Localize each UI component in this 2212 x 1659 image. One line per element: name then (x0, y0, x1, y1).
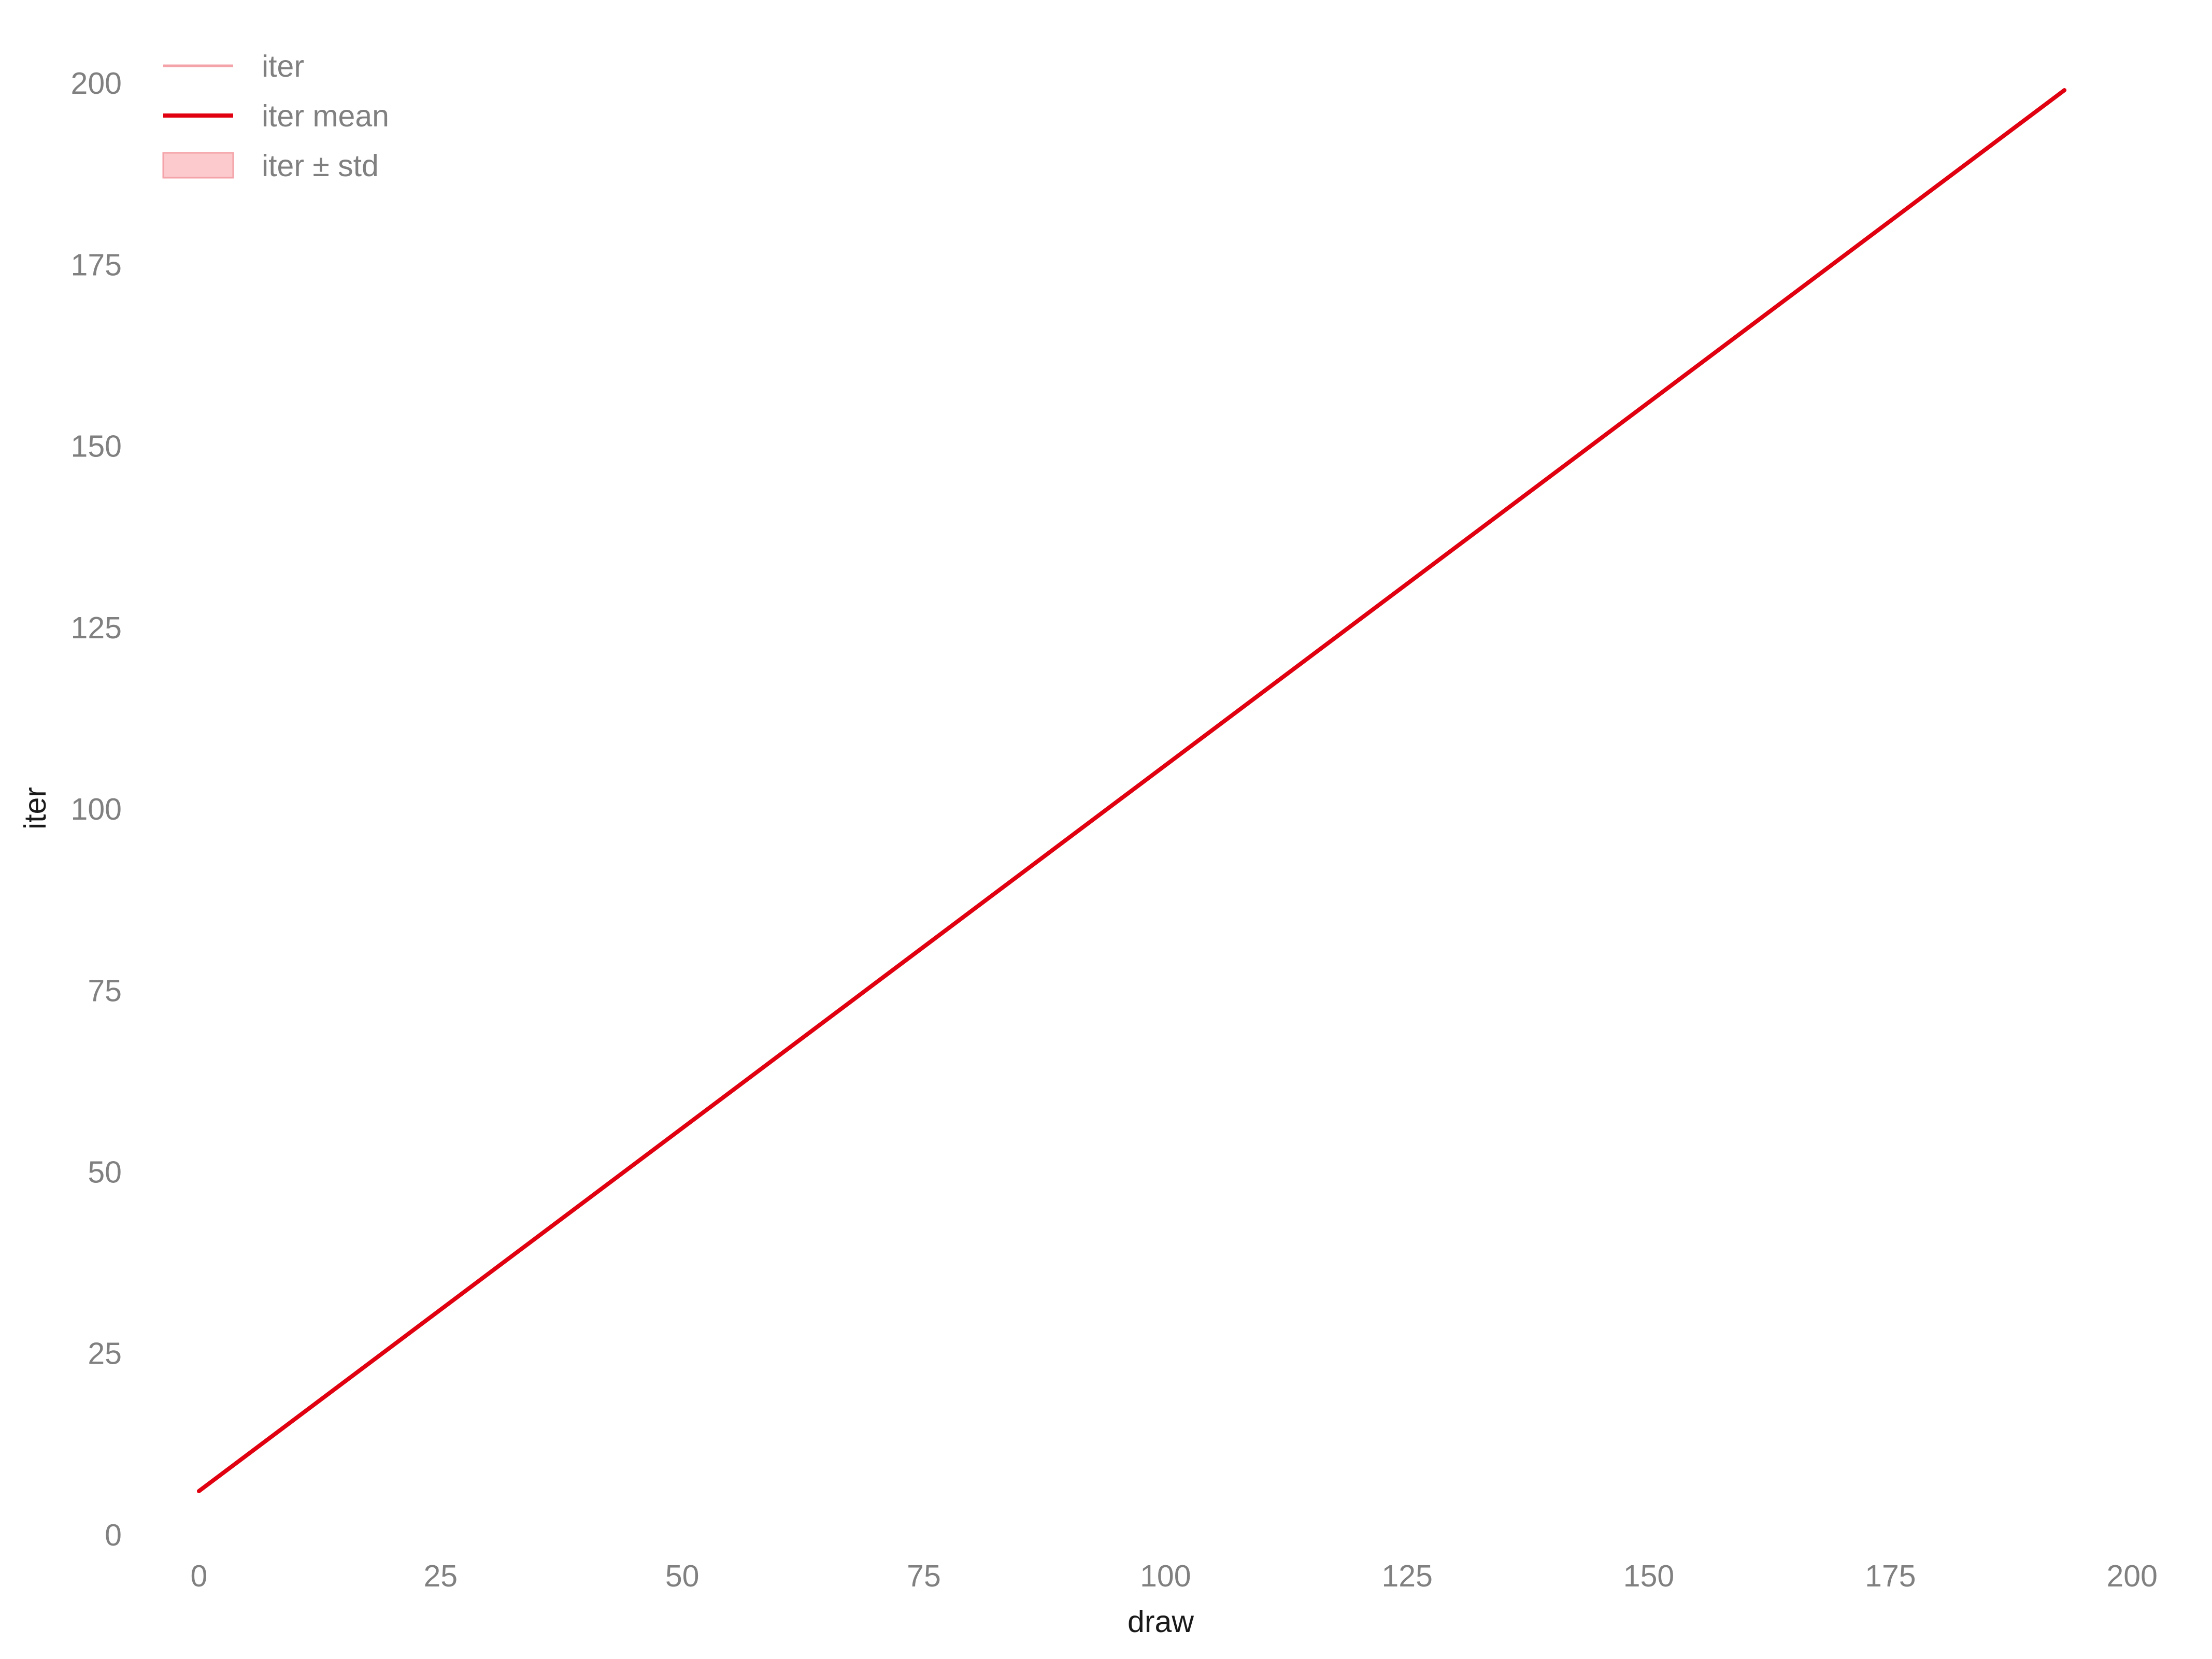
legend-item-iter: iter (163, 49, 304, 83)
x-tick-label: 0 (191, 1559, 208, 1593)
legend-swatch (162, 152, 234, 179)
x-tick-label: 150 (1623, 1559, 1674, 1593)
x-tick-label: 25 (423, 1559, 458, 1593)
x-tick-label: 75 (907, 1559, 941, 1593)
y-axis-title: iter (18, 787, 52, 830)
y-tick-label: 200 (71, 66, 122, 101)
legend-item-iter-pm-std: iter ± std (162, 149, 379, 183)
x-tick-label: 125 (1381, 1559, 1432, 1593)
y-tick-label: 25 (88, 1337, 122, 1371)
y-tick-label: 75 (88, 974, 122, 1008)
y-tick-label: 0 (105, 1518, 122, 1552)
x-tick-label: 50 (665, 1559, 700, 1593)
legend-item-iter-mean: iter mean (163, 99, 389, 133)
y-tick-label: 100 (71, 792, 122, 826)
y-tick-label: 50 (88, 1155, 122, 1189)
y-tick-label: 125 (71, 611, 122, 645)
x-tick-label: 200 (2106, 1559, 2157, 1593)
line-layer (196, 88, 2067, 1493)
legend-label: iter (262, 49, 304, 83)
legend: iter iter mean iter ± std (162, 49, 389, 183)
x-tick-label: 175 (1865, 1559, 1916, 1593)
x-axis-title: draw (1128, 1605, 1194, 1639)
y-tick-label: 175 (71, 248, 122, 282)
y-tick-labels: 0 25 50 75 100 125 150 175 200 (71, 66, 122, 1552)
series-line-iter-mean (196, 88, 2067, 1493)
y-tick-label: 150 (71, 430, 122, 464)
legend-label: iter mean (262, 99, 389, 133)
legend-label: iter ± std (262, 149, 379, 183)
x-tick-labels: 0 25 50 75 100 125 150 175 200 (191, 1559, 2158, 1593)
x-tick-label: 100 (1140, 1559, 1191, 1593)
